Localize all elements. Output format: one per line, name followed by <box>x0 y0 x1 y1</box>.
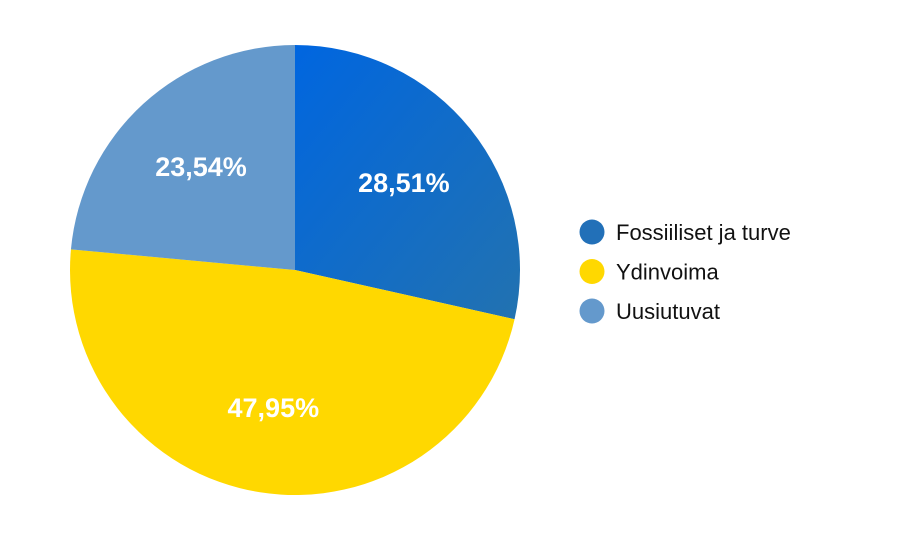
legend-marker <box>579 219 605 245</box>
slice-data-label: 47,95% <box>228 393 320 423</box>
legend-label: Uusiutuvat <box>616 299 720 324</box>
pie-slice-1 <box>69 249 515 496</box>
slice-data-label: 23,54% <box>155 152 247 182</box>
pie-slice-0 <box>295 45 521 320</box>
legend-marker <box>579 259 605 284</box>
legend: Fossiiliset ja turve Ydinvoima Uusiutuvat <box>579 219 791 324</box>
slice-data-label: 28,51% <box>358 168 450 198</box>
pie-slice-2 <box>70 45 295 270</box>
legend-label: Ydinvoima <box>616 260 719 285</box>
legend-label: Fossiiliset ja turve <box>616 220 791 245</box>
legend-marker <box>579 298 605 324</box>
